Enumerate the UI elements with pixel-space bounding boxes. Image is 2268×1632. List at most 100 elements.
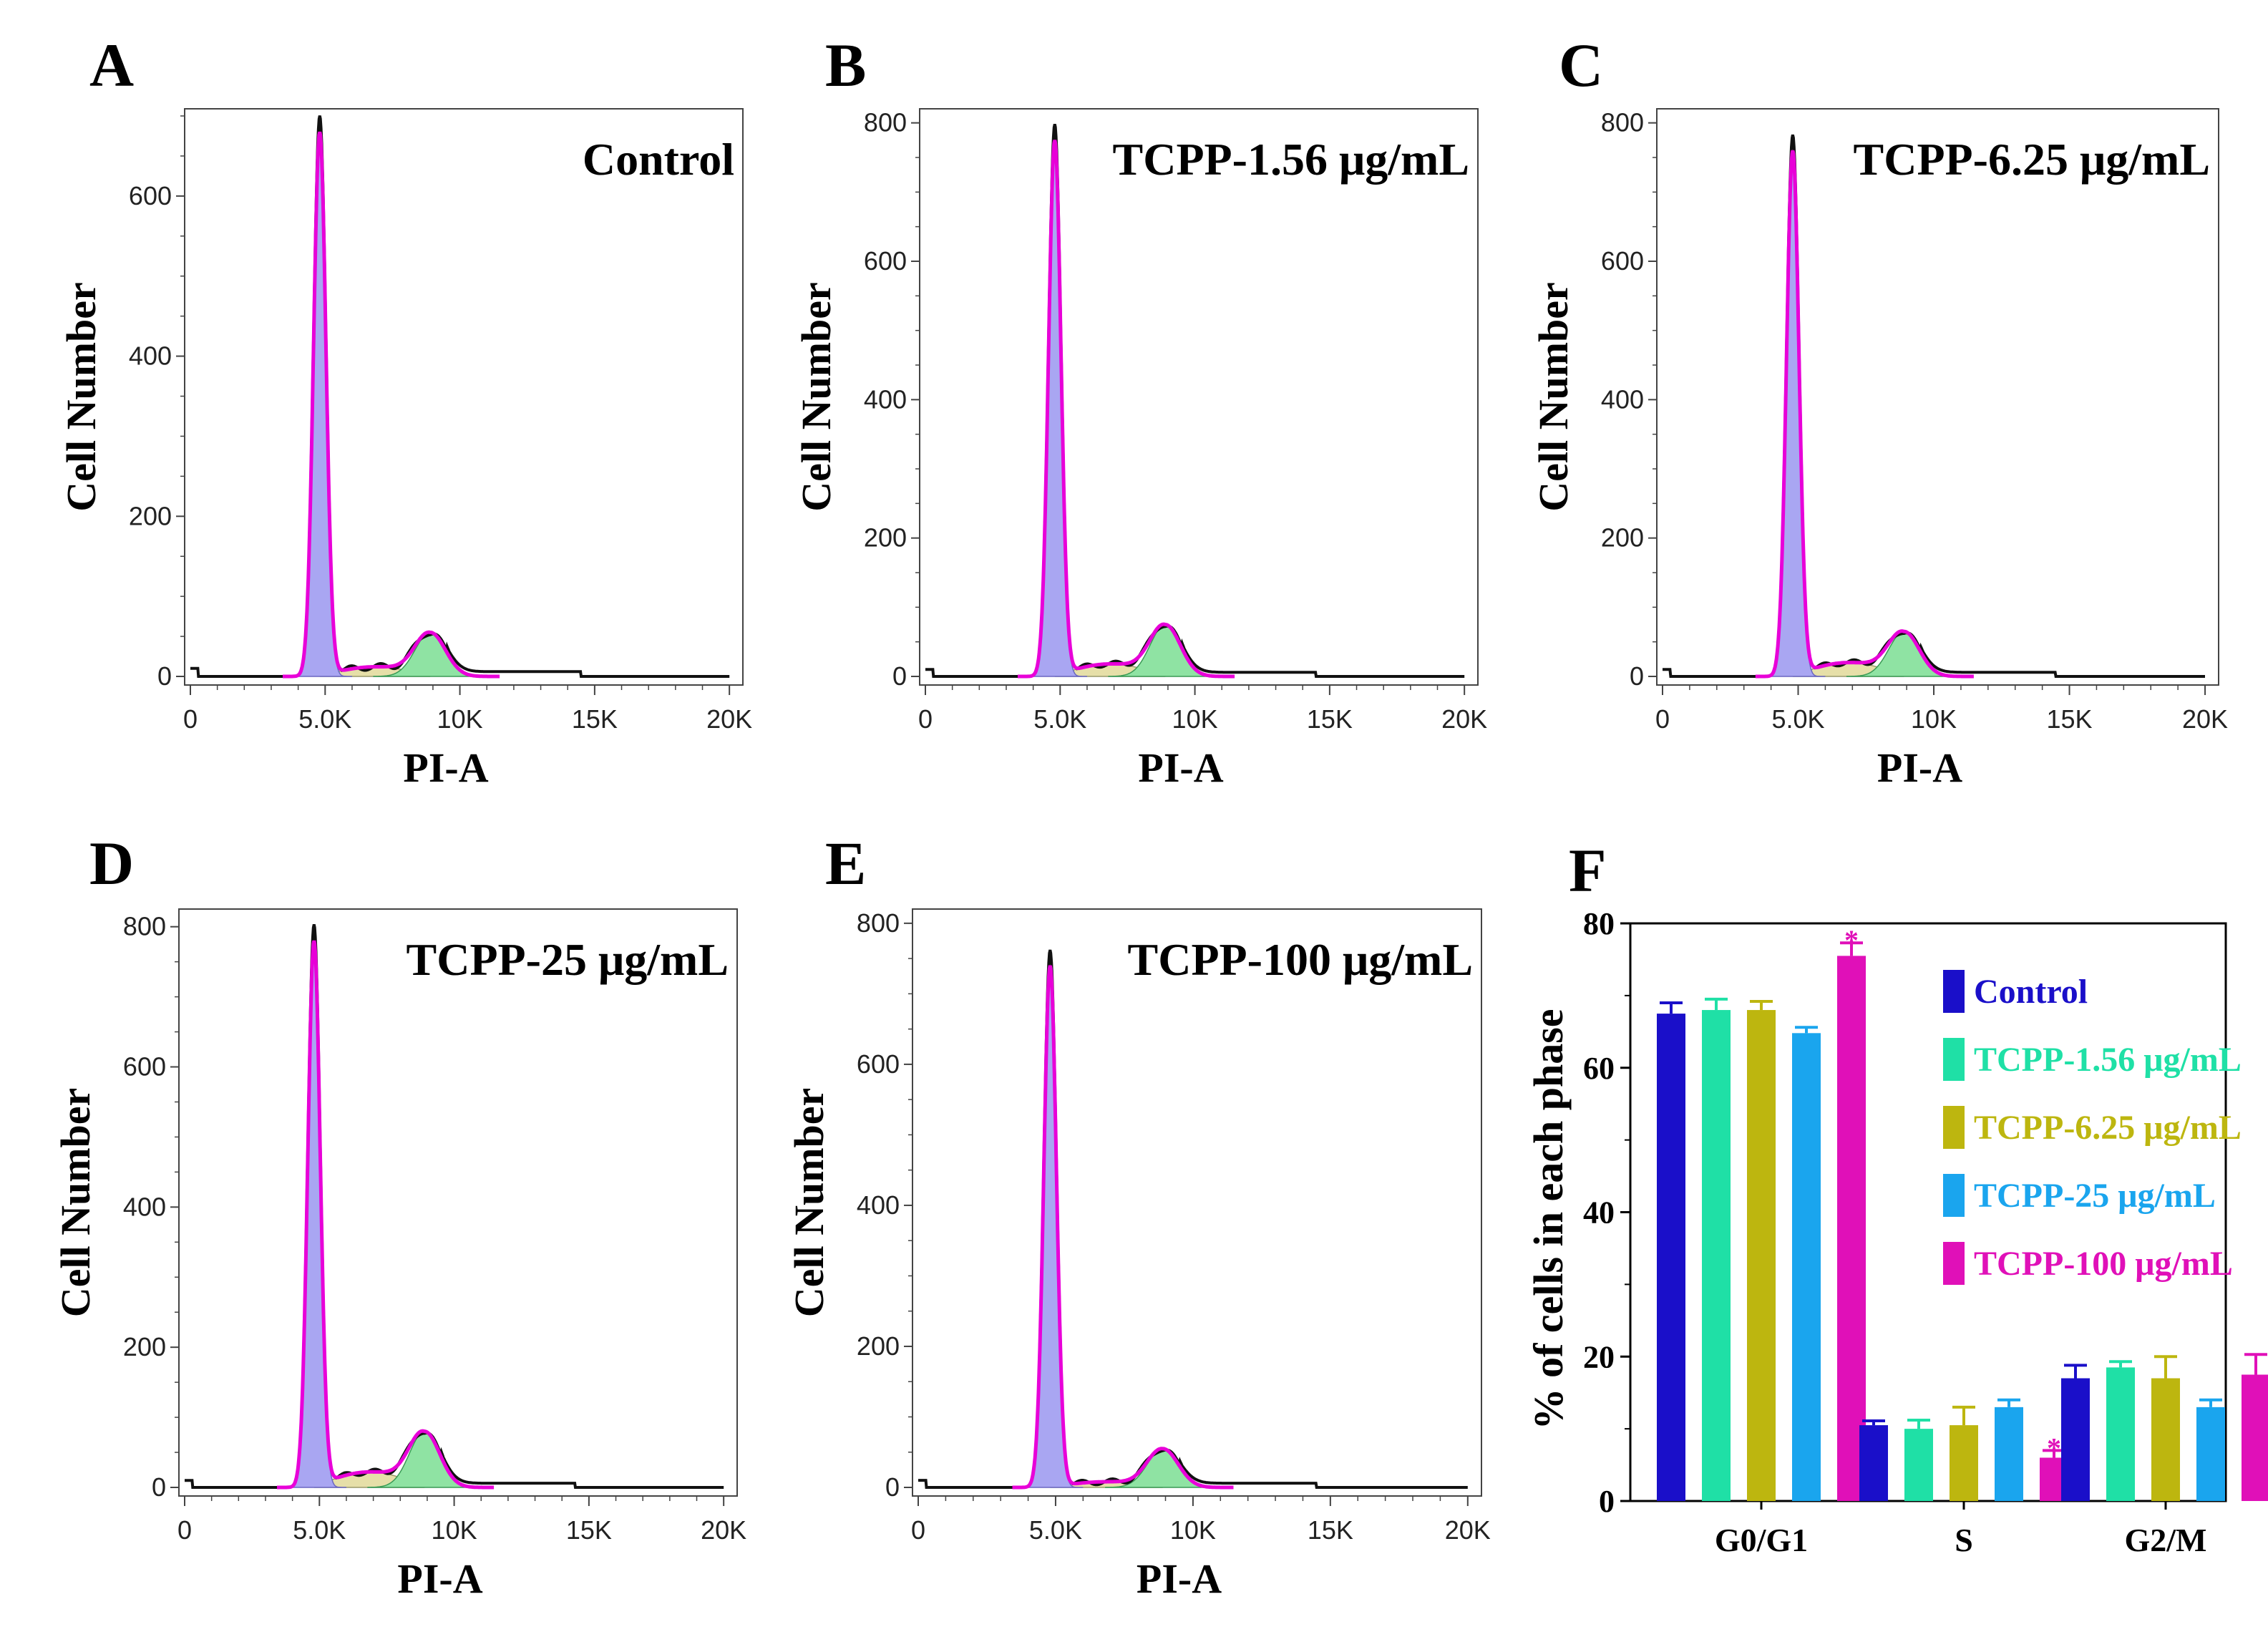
bar (2061, 1378, 2090, 1501)
x-tick-label: 20K (1441, 704, 1487, 734)
y-tick-label: 400 (857, 1190, 900, 1220)
panel-letter: A (89, 31, 134, 99)
y-tick-label: 600 (129, 181, 172, 210)
x-tick-label: 10K (432, 1515, 477, 1545)
y-tick-label: 400 (129, 341, 172, 371)
x-axis-label: PI-A (1877, 744, 1962, 791)
y-axis-label: Cell Number (793, 282, 839, 512)
y-tick-label: 200 (864, 523, 907, 553)
legend-swatch (1943, 1038, 1965, 1081)
plot-frame (178, 908, 738, 1497)
bar (1859, 1425, 1888, 1501)
y-tick-label: 200 (1601, 523, 1644, 553)
x-tick-label: 5.0K (298, 704, 351, 734)
plot-frame (919, 108, 1479, 686)
y-axis-label: Cell Number (1530, 282, 1577, 512)
x-tick-label: 5.0K (1033, 704, 1086, 734)
x-axis-label: PI-A (1137, 1555, 1222, 1602)
legend-label: TCPP-1.56 μg/mL (1974, 1041, 2242, 1079)
plot-frame (184, 108, 744, 686)
x-tick-label: 20K (701, 1515, 746, 1545)
y-tick-label: 0 (152, 1472, 166, 1502)
y-tick-label: 800 (864, 108, 907, 137)
g1-phase-area (287, 132, 352, 677)
data-line (1663, 134, 2205, 678)
y-tick-label: 600 (857, 1049, 900, 1079)
x-tick-label: 0 (183, 704, 198, 734)
legend-label: TCPP-100 μg/mL (1974, 1245, 2233, 1283)
y-tick-label: 200 (123, 1332, 166, 1361)
condition-title: TCPP-25 μg/mL (407, 934, 729, 985)
bar (2151, 1378, 2180, 1501)
y-tick-label: 0 (885, 1472, 900, 1502)
y-tick-label: 0 (892, 661, 907, 691)
y-tick-label: 600 (1601, 246, 1644, 276)
y-tick-label: 40 (1583, 1195, 1615, 1230)
significance-star: * (2047, 1432, 2061, 1464)
g1-phase-area (1022, 140, 1087, 677)
bar (1904, 1429, 1933, 1501)
legend-label: TCPP-6.25 μg/mL (1974, 1109, 2242, 1147)
panel-letter: F (1569, 836, 1607, 905)
legend-swatch (1943, 1106, 1965, 1149)
data-line (925, 123, 1465, 678)
y-tick-label: 60 (1583, 1051, 1615, 1086)
x-tick-label: 15K (566, 1515, 612, 1545)
y-tick-label: 800 (1601, 108, 1644, 137)
fit-line (1755, 150, 1974, 679)
y-tick-label: 800 (857, 908, 900, 938)
x-axis-label: PI-A (397, 1555, 482, 1602)
y-axis-label: % of cells in each phase (1525, 1009, 1572, 1429)
fit-line (277, 940, 495, 1490)
x-tick-label: 10K (437, 704, 483, 734)
bar (2196, 1407, 2225, 1501)
x-tick-label: 15K (1307, 704, 1353, 734)
bar (1747, 1010, 1776, 1501)
y-tick-label: 80 (1583, 906, 1615, 941)
data-line (185, 923, 724, 1489)
y-tick-label: 0 (157, 661, 172, 691)
fit-line (1018, 140, 1235, 679)
x-tick-label: 20K (1445, 1515, 1491, 1545)
fit-line (283, 131, 500, 679)
bar (2242, 1374, 2268, 1501)
x-tick-label: 15K (1308, 1515, 1353, 1545)
y-tick-label: 400 (123, 1192, 166, 1221)
y-tick-label: 20 (1583, 1339, 1615, 1374)
plot-frame (1656, 108, 2219, 686)
bar (1702, 1010, 1731, 1501)
x-tick-label: 0 (918, 704, 933, 734)
data-line (918, 949, 1468, 1489)
legend-swatch (1943, 1242, 1965, 1285)
bar (1837, 956, 1866, 1501)
x-tick-label: 15K (2047, 704, 2093, 734)
x-axis-label: PI-A (403, 744, 488, 791)
histogram-panel-b: B 0 200 400 600 800 0 5.0K 10K 15K 20K Cell Number P… (793, 31, 1487, 791)
y-axis-label: Cell Number (58, 282, 104, 512)
y-tick-label: 400 (864, 384, 907, 414)
legend-label: Control (1974, 973, 2088, 1011)
y-axis-label: Cell Number (52, 1088, 99, 1318)
g1-phase-area (281, 941, 346, 1488)
g1-phase-area (1017, 965, 1084, 1488)
x-tick-label: 20K (706, 704, 752, 734)
y-tick-label: 200 (857, 1331, 900, 1361)
bar (2106, 1367, 2135, 1501)
x-tick-label: 15K (572, 704, 618, 734)
panel-letter: B (825, 31, 866, 99)
y-axis-label: Cell Number (786, 1088, 832, 1318)
x-tick-label: 5.0K (293, 1515, 346, 1545)
condition-title: Control (583, 134, 734, 185)
significance-star: * (1844, 924, 1859, 956)
x-category-label: G2/M (2125, 1522, 2207, 1558)
x-tick-label: 0 (911, 1515, 925, 1545)
x-tick-label: 10K (1172, 704, 1218, 734)
g1-phase-area (1760, 150, 1826, 677)
condition-title: TCPP-100 μg/mL (1128, 934, 1473, 985)
x-tick-label: 10K (1911, 704, 1957, 734)
y-tick-label: 200 (129, 501, 172, 530)
legend-swatch (1943, 1174, 1965, 1217)
x-axis-label: PI-A (1138, 744, 1223, 791)
